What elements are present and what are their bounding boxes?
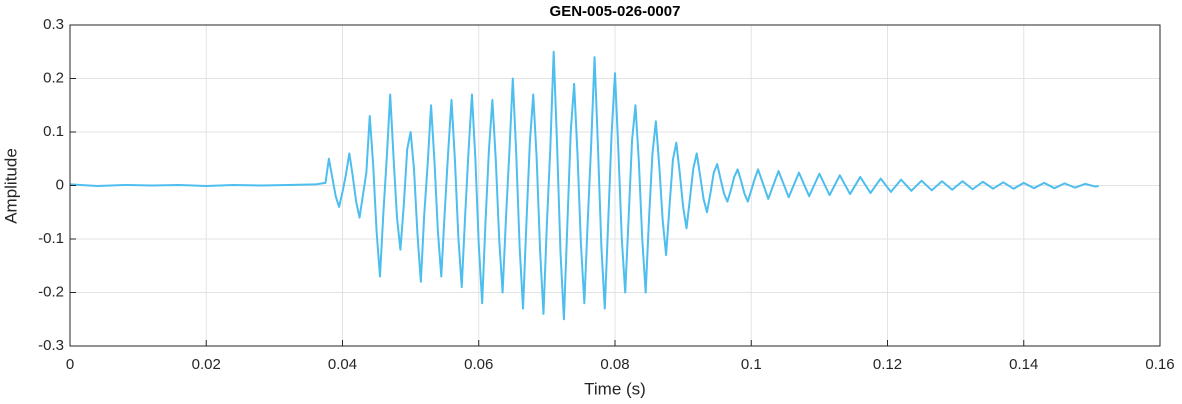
x-tick-label: 0.16 [1145, 356, 1174, 373]
y-tick-label: 0.3 [43, 16, 64, 33]
x-tick-label: 0.08 [600, 356, 629, 373]
x-tick-label: 0 [66, 356, 74, 373]
plot-area [69, 50, 1099, 321]
x-tick-label: 0.1 [741, 356, 762, 373]
x-tick-label: 0.14 [1009, 356, 1038, 373]
x-tick-label: 0.02 [192, 356, 221, 373]
x-tick-label: 0.04 [328, 356, 357, 373]
y-tick-label: -0.2 [38, 283, 64, 300]
chart-title: GEN-005-026-0007 [550, 3, 681, 20]
x-tick-label: 0.12 [873, 356, 902, 373]
y-tick-label: -0.3 [38, 337, 64, 354]
x-axis-label: Time (s) [584, 379, 646, 398]
y-tick-label: 0.1 [43, 123, 64, 140]
y-tick-label: 0 [56, 176, 64, 193]
y-tick-label: -0.1 [38, 230, 64, 247]
y-axis-label: Amplitude [1, 148, 20, 224]
y-tick-label: 0.2 [43, 69, 64, 86]
waveform-line [69, 50, 1099, 321]
x-tick-label: 0.06 [464, 356, 493, 373]
